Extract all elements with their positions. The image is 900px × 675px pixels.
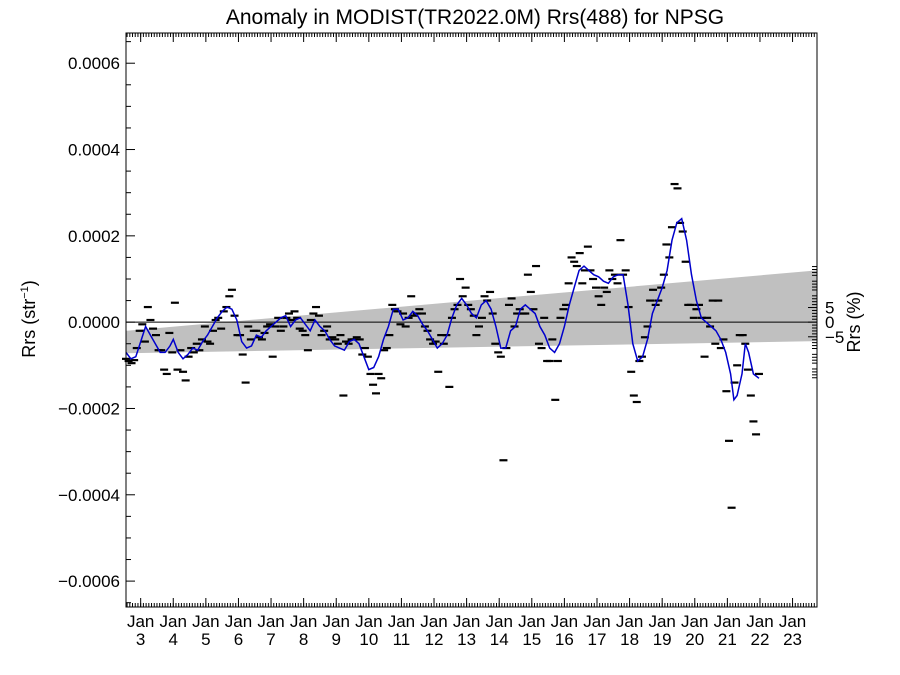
y-tick-label: 0.0000: [68, 313, 120, 332]
x-tick-year-label: 14: [490, 630, 509, 649]
uncertainty-band: [126, 270, 817, 354]
x-tick-year-label: 21: [718, 630, 737, 649]
plot-frame: [125, 32, 818, 608]
y-axis-label-paren: ): [19, 280, 39, 286]
x-tick-month-label: Jan: [485, 612, 512, 631]
x-tick-year-label: 5: [201, 630, 210, 649]
x-tick-year-label: 22: [750, 630, 769, 649]
x-tick-month-label: Jan: [127, 612, 154, 631]
x-tick-month-label: Jan: [323, 612, 350, 631]
y-tick-label: 0.0002: [68, 227, 120, 246]
y2-tick-label: −5: [825, 328, 844, 347]
x-tick-month-label: Jan: [225, 612, 252, 631]
y-tick-label: −0.0004: [58, 486, 120, 505]
x-tick-year-label: 10: [359, 630, 378, 649]
x-tick-year-label: 20: [685, 630, 704, 649]
y2-tick-label: 5: [825, 299, 834, 318]
x-tick-month-label: Jan: [616, 612, 643, 631]
x-tick-year-label: 23: [783, 630, 802, 649]
x-tick-month-label: Jan: [714, 612, 741, 631]
y-axis-label-right: Rrs (%): [844, 292, 864, 353]
x-tick-year-label: 19: [653, 630, 672, 649]
x-tick-year-label: 3: [136, 630, 145, 649]
x-tick-month-label: Jan: [779, 612, 806, 631]
x-tick-year-label: 4: [169, 630, 178, 649]
x-tick-month-label: Jan: [583, 612, 610, 631]
y-axis-label-left: Rrs (str−1): [19, 280, 39, 358]
smoothed-line: [125, 217, 760, 402]
x-tick-month-label: Jan: [551, 612, 578, 631]
x-tick-year-label: 6: [234, 630, 243, 649]
x-tick-year-label: 16: [555, 630, 574, 649]
x-tick-year-label: 9: [331, 630, 340, 649]
x-tick-month-label: Jan: [420, 612, 447, 631]
y-tick-label: 0.0004: [68, 141, 120, 160]
x-tick-year-label: 11: [393, 630, 411, 649]
plot-area: 0.0006 0.0004 0.0002 0.0000 −0.0002 −0.0004 −0…: [58, 32, 844, 649]
x-tick-month-label: Jan: [257, 612, 284, 631]
x-tick-month-label: Jan: [681, 612, 708, 631]
x-tick-month-label: Jan: [746, 612, 773, 631]
chart-title: Anomaly in MODIST(TR2022.0M) Rrs(488) fo…: [226, 6, 724, 29]
x-tick-month-label: Jan: [355, 612, 382, 631]
x-tick-month-label: Jan: [192, 612, 219, 631]
y-axis-label-superscript: −1: [19, 286, 31, 299]
x-tick-month-label: Jan: [160, 612, 187, 631]
x-tick-month-label: Jan: [518, 612, 545, 631]
x-tick-month-label: Jan: [453, 612, 480, 631]
x-tick-year-label: 13: [457, 630, 476, 649]
y2-tick-label: 0: [825, 313, 834, 332]
x-tick-year-label: 8: [299, 630, 308, 649]
y-tick-label: 0.0006: [68, 54, 120, 73]
x-tick-month-label: Jan: [290, 612, 317, 631]
x-tick-month-label: Jan: [648, 612, 675, 631]
x-tick-year-label: 15: [522, 630, 541, 649]
x-tick-year-label: 17: [588, 630, 607, 649]
y-tick-label: −0.0006: [58, 572, 120, 591]
x-tick-year-label: 7: [266, 630, 275, 649]
x-tick-year-label: 18: [620, 630, 639, 649]
x-tick-year-label: 12: [425, 630, 444, 649]
x-tick-month-label: Jan: [388, 612, 415, 631]
y-tick-label: −0.0002: [58, 399, 120, 418]
